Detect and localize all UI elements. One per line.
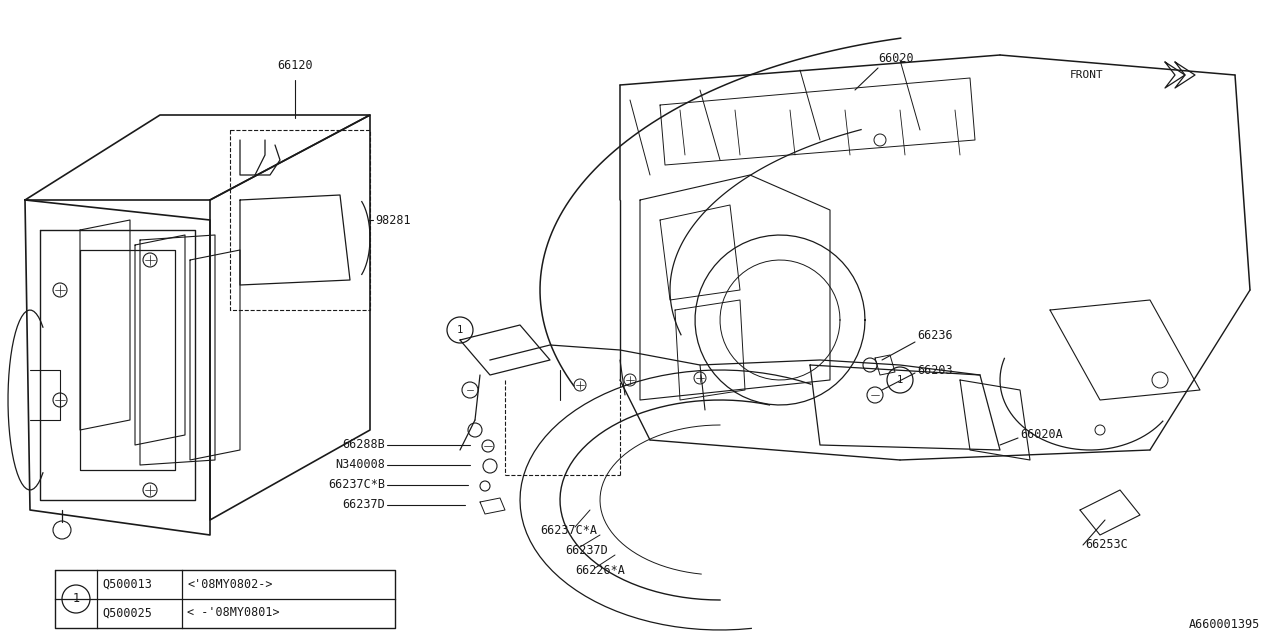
Text: 66288B: 66288B xyxy=(342,438,385,451)
Text: 66020: 66020 xyxy=(878,51,914,65)
Text: A660001395: A660001395 xyxy=(1189,618,1260,632)
Text: 66226*A: 66226*A xyxy=(575,563,625,577)
Text: 98281: 98281 xyxy=(375,214,411,227)
Text: 1: 1 xyxy=(73,593,79,605)
Text: 66237C*B: 66237C*B xyxy=(328,479,385,492)
Text: 66237D: 66237D xyxy=(342,499,385,511)
Text: Q500025: Q500025 xyxy=(102,607,152,620)
Text: < -'08MY0801>: < -'08MY0801> xyxy=(187,607,279,620)
Text: 66237D: 66237D xyxy=(564,543,608,557)
Text: 66203: 66203 xyxy=(916,364,952,376)
Text: <'08MY0802->: <'08MY0802-> xyxy=(187,577,273,591)
Circle shape xyxy=(447,317,474,343)
Text: FRONT: FRONT xyxy=(1070,70,1103,80)
Circle shape xyxy=(887,367,913,393)
Text: 1: 1 xyxy=(457,325,463,335)
Text: 66236: 66236 xyxy=(916,328,952,342)
Text: 66020A: 66020A xyxy=(1020,429,1062,442)
Text: N340008: N340008 xyxy=(335,458,385,472)
Text: 1: 1 xyxy=(897,375,904,385)
Text: Q500013: Q500013 xyxy=(102,577,152,591)
Text: 66253C: 66253C xyxy=(1085,538,1128,552)
Text: 66237C*A: 66237C*A xyxy=(540,524,596,536)
Text: 66120: 66120 xyxy=(278,58,312,72)
Circle shape xyxy=(61,585,90,613)
